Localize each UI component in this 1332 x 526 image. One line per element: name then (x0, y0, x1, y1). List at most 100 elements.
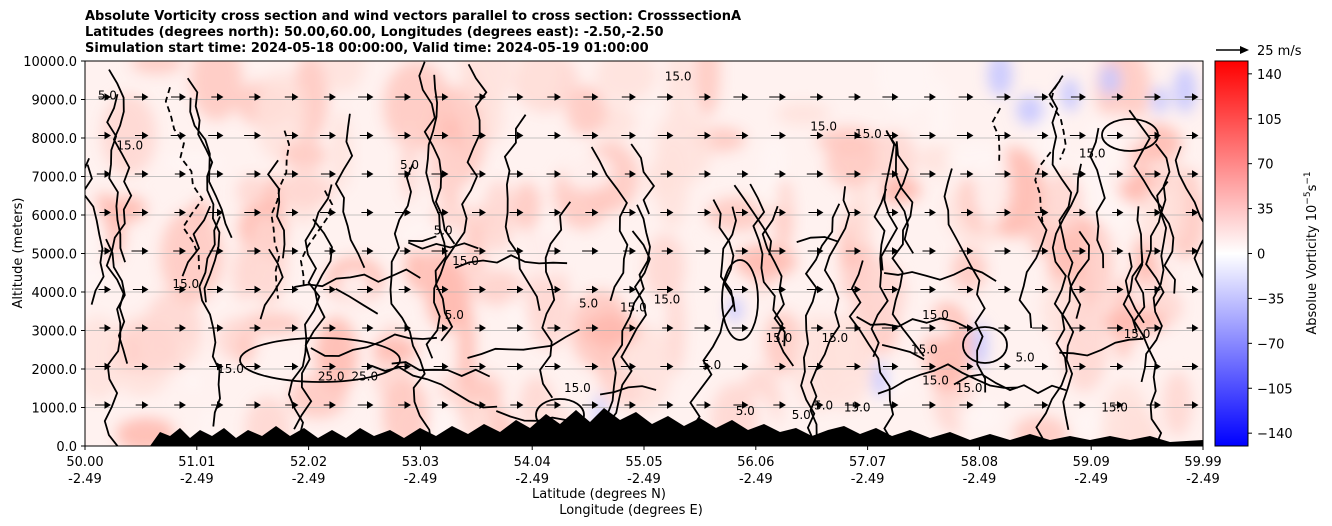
contour-line (266, 159, 286, 259)
wind-vector (922, 247, 936, 255)
wind-vector (133, 208, 149, 217)
wind-vector (661, 247, 674, 255)
wind-vector (474, 401, 486, 409)
wind-vector (845, 324, 861, 332)
wind-vector (547, 285, 561, 294)
wind-vector (472, 131, 486, 140)
wind-vector (1182, 362, 1199, 371)
wind-vector (731, 324, 749, 332)
contour-line (408, 235, 437, 243)
wind-vector (694, 324, 711, 332)
wind-vector (1111, 247, 1124, 255)
contour-labels: 15.015.025.0 25.05.015.05.05.015.05.0 15.0… (98, 69, 1150, 422)
y-tick-label: 2000.0 (32, 363, 78, 378)
wind-vector (1145, 362, 1161, 371)
y-axis-label: Altitude (meters) (11, 198, 26, 309)
wind-vector (585, 208, 599, 217)
wind-vector (285, 208, 299, 217)
wind-vector (398, 401, 411, 409)
wind-vector (510, 401, 524, 409)
wind-vector (246, 401, 261, 409)
contour-line (1128, 109, 1165, 307)
wind-vector (886, 208, 899, 217)
y-tick-label: 6000.0 (32, 209, 78, 224)
wind-vector (431, 170, 449, 178)
wind-vector (1110, 362, 1124, 371)
wind-vector (135, 131, 149, 140)
wind-vector (845, 247, 861, 255)
wind-vector (884, 247, 899, 255)
wind-vector (99, 324, 111, 332)
wind-vector (509, 208, 524, 217)
chart-title-line-3: Simulation start time: 2024-05-18 00:00:… (85, 41, 649, 56)
wind-vector (808, 362, 824, 371)
wind-vector (1186, 131, 1199, 140)
wind-vector (846, 131, 861, 140)
contour-label: 5.0 (400, 158, 419, 172)
x-tick-label-lat: 55.05 (625, 455, 662, 470)
wind-vector (171, 93, 186, 101)
wind-vector (173, 362, 186, 371)
wind-vector (920, 285, 936, 294)
wind-vector (1107, 324, 1124, 332)
wind-vector (394, 208, 411, 217)
x-tick-label-lat: 56.06 (737, 455, 774, 470)
contour-line (594, 230, 651, 446)
wind-vector (394, 324, 411, 332)
wind-vector (174, 208, 186, 217)
contour-label: 5.0 (792, 408, 811, 422)
wind-vector (244, 208, 261, 217)
wind-vector (174, 401, 186, 409)
chart-title-line-1: Absolute Vorticity cross section and win… (85, 9, 742, 24)
wind-vector (546, 401, 561, 409)
wind-vector (208, 131, 224, 140)
contour-label: 15.0 (956, 381, 983, 395)
x-tick-label-lon: -2.49 (1186, 472, 1220, 487)
wind-vector (469, 362, 486, 371)
wind-vector (170, 131, 186, 140)
contour-line (539, 201, 572, 399)
contour-line (105, 69, 133, 364)
wind-vector (398, 285, 411, 294)
wind-vector (699, 285, 711, 294)
wind-vector (320, 208, 336, 217)
contour-label: 5.0 (434, 223, 453, 237)
wind-vector (699, 93, 711, 101)
contour-label: 15.0 (810, 119, 837, 133)
wind-vector (846, 285, 861, 294)
wind-vector (283, 285, 299, 294)
wind-vector (881, 324, 899, 332)
x-axis-label-latitude: Latitude (degrees N) (532, 487, 666, 502)
wind-vector (324, 247, 336, 255)
wind-vector (771, 324, 786, 332)
wind-vector (547, 93, 561, 101)
y-axis-ticks: 0.0 1000.0 2000.0 3000.0 4000.0 5000.0 6000.0 7… (23, 55, 85, 455)
contour-line (85, 164, 105, 305)
wind-vector (1112, 401, 1124, 409)
wind-vector (1034, 401, 1049, 409)
wind-vector (848, 93, 861, 101)
wind-vector (95, 401, 111, 409)
wind-vector (394, 362, 411, 371)
wind-vector (773, 401, 786, 409)
x-tick-label-lat: 59.99 (1184, 455, 1221, 470)
wind-vector (1186, 285, 1199, 294)
contour-label: 15.0 (922, 373, 949, 387)
contour-label: 5.0 (736, 404, 755, 418)
wind-vector (209, 247, 224, 255)
wind-vector (98, 93, 111, 101)
wind-vector (1111, 93, 1124, 101)
contour-line (103, 238, 126, 446)
wind-vector (95, 362, 111, 371)
wind-vector (133, 93, 149, 101)
wind-vector (920, 324, 936, 332)
wind-vector (958, 93, 974, 101)
wind-vector (697, 131, 711, 140)
wind-vector (624, 170, 636, 178)
wind-vector (506, 285, 524, 294)
wind-vector (508, 93, 524, 101)
wind-vector (210, 170, 224, 178)
contour-line (881, 344, 925, 361)
y-tick-label: 7000.0 (32, 171, 78, 186)
contour-line (1122, 206, 1144, 333)
